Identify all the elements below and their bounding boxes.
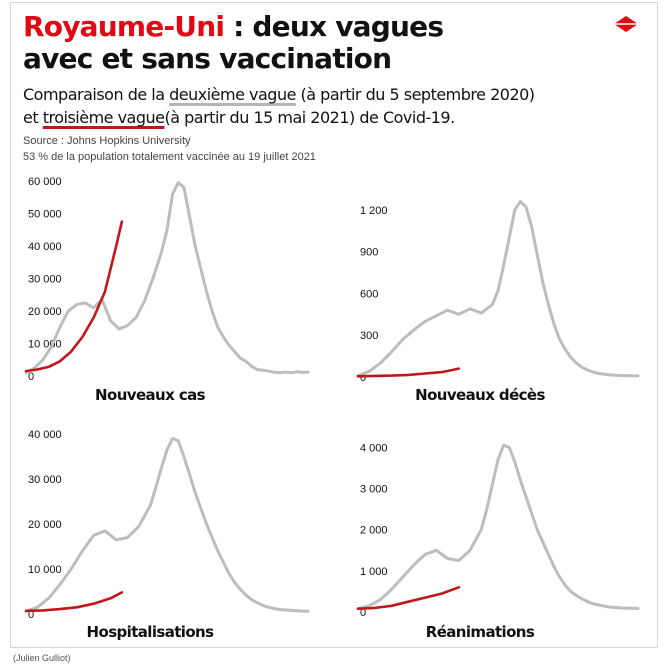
y-tick-label: 0 [360, 607, 366, 619]
subtitle-part: et [23, 108, 43, 127]
subtitle-part: (à partir du 5 septembre 2020) [295, 85, 536, 104]
third-wave-line [24, 591, 124, 613]
second-wave-line [24, 181, 310, 375]
third-wave-line [24, 220, 124, 373]
subtitle-line-1: Comparaison de la deuxième vague (à part… [23, 85, 535, 105]
y-tick-label: 0 [28, 371, 34, 383]
panel-title: Réanimations [426, 623, 535, 641]
y-tick-label: 40 000 [28, 429, 62, 441]
panel-title: Nouveaux décès [415, 386, 545, 404]
third-wave-line [356, 367, 461, 378]
y-tick-label: 10 000 [28, 564, 62, 576]
y-tick-label: 60 000 [28, 176, 62, 188]
y-tick-label: 600 [360, 288, 378, 300]
subtitle-line-2: et troisième vague(à partir du 15 mai 20… [23, 108, 455, 128]
chart-hospitalisations: 0 10 000 20 000 30 000 40 000 Hospitalisation… [24, 429, 310, 641]
y-tick-label: 30 000 [28, 474, 62, 486]
panel-title: Nouveaux cas [95, 386, 206, 404]
third-wave-label: troisième vague [42, 108, 165, 127]
third-wave-line [356, 586, 461, 610]
title-country: Royaume-Uni [23, 10, 225, 43]
chart-nouveaux-cas: 0 10 000 20 000 30 000 40 000 50 000 60 000 Nou… [24, 176, 310, 404]
second-wave-line [356, 200, 640, 378]
y-tick-label: 50 000 [28, 209, 62, 221]
second-wave-line [24, 437, 310, 613]
panel-title: Hospitalisations [87, 623, 215, 641]
y-tick-label: 1 200 [360, 205, 388, 217]
y-tick-label: 1 000 [360, 566, 388, 578]
y-tick-label: 20 000 [28, 306, 62, 318]
second-wave-label: deuxième vague [169, 85, 296, 104]
y-tick-label: 40 000 [28, 241, 62, 253]
subtitle-part: (à partir du 15 mai 2021) de Covid-19. [164, 108, 456, 127]
y-tick-label: 30 000 [28, 274, 62, 286]
second-wave-line [356, 443, 640, 611]
vaccination-note: 53 % de la population totalement vacciné… [23, 151, 316, 163]
chart-reanimations: 0 1 000 2 000 3 000 4 000 Réanimations [356, 442, 640, 641]
y-tick-label: 900 [360, 247, 378, 259]
y-tick-label: 3 000 [360, 484, 388, 496]
source-note: Source : Johns Hopkins University [23, 135, 191, 147]
subtitle-part: Comparaison de la [23, 85, 170, 104]
y-tick-label: 10 000 [28, 339, 62, 351]
y-tick-label: 0 [360, 372, 366, 384]
y-tick-label: 2 000 [360, 525, 388, 537]
title-line-1: Royaume-Uni : deux vagues [23, 10, 444, 43]
chart-nouveaux-deces: 0 300 600 900 1 200 Nouveaux décès [356, 200, 640, 404]
y-tick-label: 20 000 [28, 519, 62, 531]
title-rest: : deux vagues [224, 10, 444, 43]
y-tick-label: 300 [360, 330, 378, 342]
title-line-2: avec et sans vaccination [23, 42, 392, 75]
red-diamond-logo-icon [614, 16, 638, 32]
photo-credit: (Julien Gulliot) [13, 653, 71, 663]
y-tick-label: 0 [28, 609, 34, 621]
y-tick-label: 4 000 [360, 442, 388, 454]
